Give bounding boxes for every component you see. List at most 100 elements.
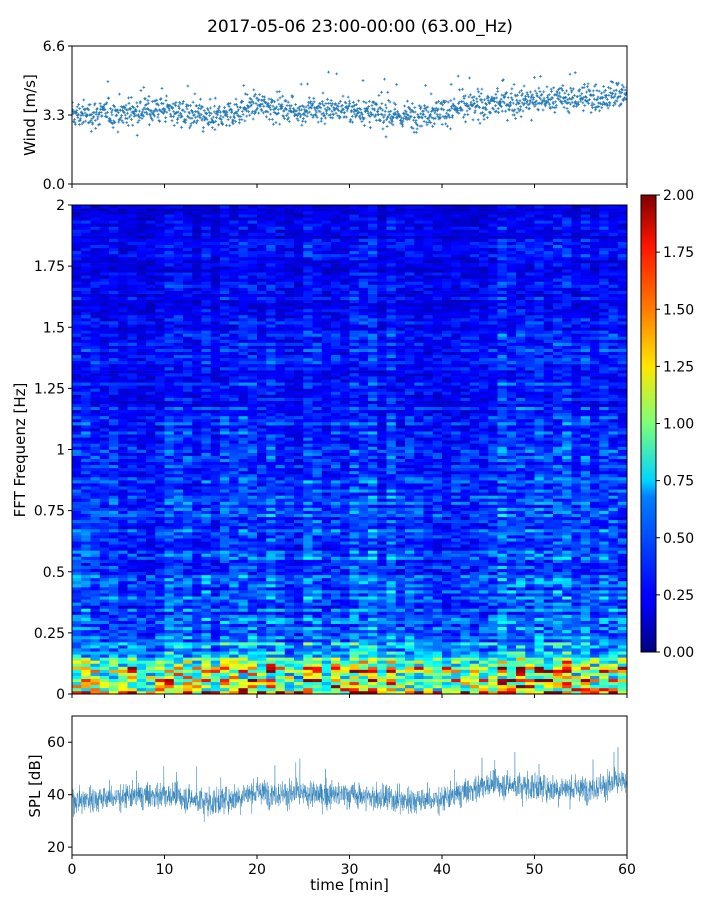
spectrogram-cell	[313, 581, 323, 584]
spectrogram-cell	[303, 648, 313, 651]
spectrogram-cell	[118, 679, 128, 682]
spectrogram-cell	[220, 611, 230, 614]
spectrogram-cell	[248, 676, 258, 679]
spectrogram-cell	[609, 670, 619, 673]
spectrogram-cell	[498, 618, 508, 621]
spectrogram-cell	[433, 611, 443, 614]
spectrogram-cell	[553, 529, 563, 532]
spectrogram-cell	[192, 630, 202, 633]
spectrogram-cell	[387, 550, 397, 553]
spectrogram-cell	[165, 688, 175, 691]
wind-point	[255, 102, 258, 105]
spectrogram-cell	[118, 578, 128, 581]
spectrogram-cell	[146, 575, 156, 578]
spectrogram-cell	[405, 556, 415, 559]
spectrogram-cell	[562, 611, 572, 614]
wind-point	[171, 119, 174, 122]
spectrogram-cell	[581, 657, 591, 660]
spectrogram-cell	[535, 648, 545, 651]
spectrogram-cell	[174, 590, 184, 593]
spectrogram-cell	[405, 599, 415, 602]
spectrogram-cell	[313, 618, 323, 621]
spectrogram-cell	[479, 670, 489, 673]
spectrogram-cell	[618, 621, 628, 624]
wind-point	[258, 93, 261, 96]
spectrogram-cell	[91, 541, 101, 544]
spectrogram-cell	[396, 654, 406, 657]
spectrogram-cell	[202, 630, 212, 633]
spectrogram-cell	[424, 566, 434, 569]
spectrogram-cell	[100, 596, 110, 599]
spectrogram-cell	[442, 578, 452, 581]
spectrogram-cell	[442, 560, 452, 563]
spectrogram-cell	[202, 581, 212, 584]
spectrogram-cell	[544, 645, 554, 648]
wind-point	[202, 130, 205, 133]
spectrogram-cell	[461, 602, 471, 605]
spectrogram-cell	[572, 611, 582, 614]
spectrogram-cell	[165, 596, 175, 599]
spectrogram-cell	[146, 657, 156, 660]
spectrogram-cell	[192, 685, 202, 688]
wind-point	[225, 124, 228, 127]
spectrogram-cell	[442, 648, 452, 651]
spectrogram-cell	[229, 547, 239, 550]
wind-point	[79, 117, 82, 120]
spectrogram-cell	[498, 639, 508, 642]
spectrogram-cell	[100, 648, 110, 651]
spectrogram-cell	[562, 627, 572, 630]
spectrogram-cell	[451, 566, 461, 569]
spectrogram-cell	[433, 621, 443, 624]
spectrogram-cell	[183, 550, 193, 553]
spectrogram-cell	[599, 526, 609, 529]
spectrogram-cell	[535, 630, 545, 633]
wind-point	[118, 93, 121, 96]
spectrogram-cell	[340, 517, 350, 520]
spectrogram-cell	[387, 676, 397, 679]
spectrogram-cell	[183, 590, 193, 593]
spectrogram-cell	[118, 663, 128, 666]
spectrogram-cell	[414, 523, 424, 526]
spectrogram-cell	[479, 593, 489, 596]
spectrogram-cell	[257, 621, 267, 624]
spectrogram-cell	[368, 630, 378, 633]
spectrogram-cell	[276, 670, 286, 673]
spectrogram-cell	[387, 666, 397, 669]
spectrogram-cell	[451, 608, 461, 611]
spectrogram-cell	[368, 642, 378, 645]
spectrogram-cell	[470, 529, 480, 532]
spectrogram-cell	[470, 627, 480, 630]
spectrogram-cell	[433, 526, 443, 529]
spectrogram-cell	[581, 660, 591, 663]
spectrogram-cell	[433, 553, 443, 556]
wind-point	[217, 123, 220, 126]
spectrogram-cell	[368, 538, 378, 541]
spectrogram-cell	[322, 602, 332, 605]
spectrogram-cell	[146, 621, 156, 624]
spectrogram-cell	[155, 520, 165, 523]
spectrogram-cell	[192, 541, 202, 544]
spectrogram-cell	[479, 596, 489, 599]
spectrogram-cell	[220, 520, 230, 523]
spectrogram-cell	[276, 673, 286, 676]
wind-point	[214, 97, 217, 100]
spectrogram-cell	[433, 590, 443, 593]
spectrogram-cell	[479, 666, 489, 669]
spectrogram-cell	[498, 630, 508, 633]
wind-point	[248, 114, 251, 117]
spectrogram-cell	[599, 645, 609, 648]
spectrogram-cell	[294, 581, 304, 584]
spectrogram-cell	[165, 553, 175, 556]
spectrogram-cell	[100, 544, 110, 547]
spectrogram-cell	[590, 611, 600, 614]
spectrogram-cell	[229, 602, 239, 605]
spectrogram-cell	[581, 645, 591, 648]
spectrogram-cell	[350, 673, 360, 676]
spectrogram-cell	[118, 666, 128, 669]
spectrogram-cell	[239, 560, 249, 563]
spectrogram-cell	[507, 535, 517, 538]
spectrogram-cell	[609, 660, 619, 663]
spectrogram-cell	[396, 544, 406, 547]
wind-point	[214, 128, 217, 131]
spectrogram-cell	[248, 572, 258, 575]
